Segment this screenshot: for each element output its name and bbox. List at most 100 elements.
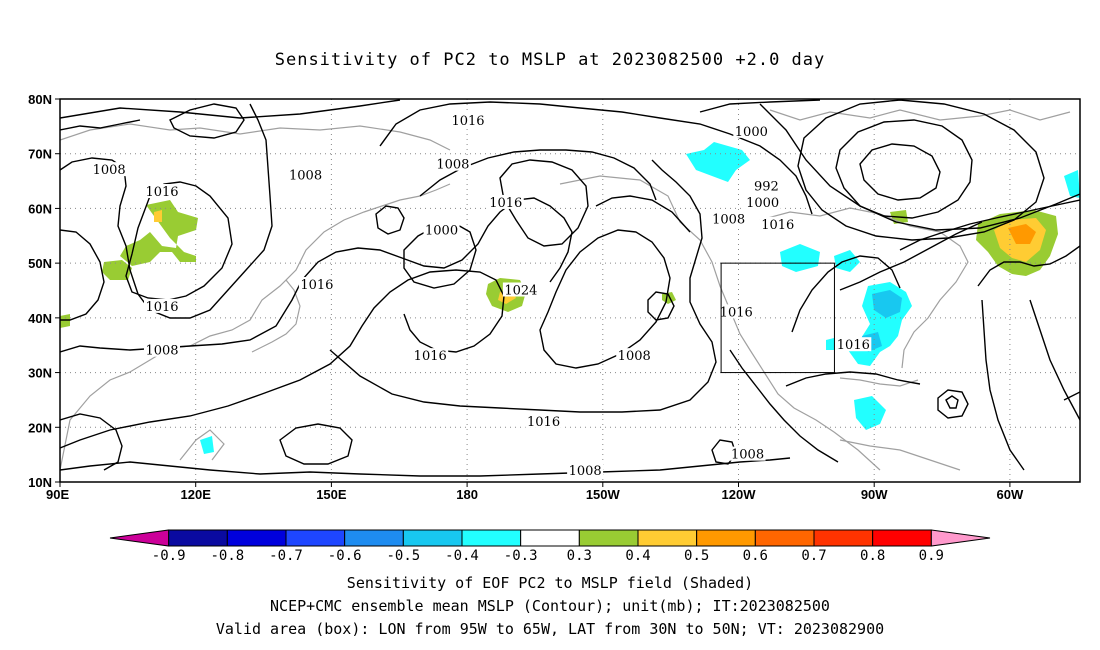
- lat-label: 70N: [28, 147, 52, 162]
- contour-label-bg: [616, 348, 653, 363]
- contour-1008-mexico: [729, 349, 839, 463]
- colorbar-swatch: [226, 529, 287, 547]
- longitude-labels: 90E 120E 150E 180 150W 120W 90W 60W: [46, 482, 1024, 502]
- contour-label-bg: [144, 298, 180, 313]
- contour-west-high: [60, 229, 105, 321]
- contour-low-992: [859, 143, 941, 201]
- contour-label: 1024: [504, 284, 537, 299]
- contour-1016-ne-2: [759, 103, 1080, 231]
- contour-1016-gulf: [595, 195, 691, 233]
- contour-1000: [499, 159, 589, 247]
- colorbar-label: -0.5: [386, 548, 420, 564]
- contour-label-bg: [502, 282, 539, 297]
- coastlines: [60, 109, 1071, 471]
- contour-1016-arctic: [169, 103, 245, 139]
- contour-atlantic: [977, 245, 1080, 287]
- colorbar-label: -0.7: [269, 548, 303, 564]
- negative-region: [826, 338, 834, 350]
- contour-east-2: [1029, 299, 1080, 421]
- colorbar-label: 0.9: [919, 548, 944, 564]
- lat-label: 50N: [28, 256, 52, 271]
- contour-1008-pacific-south: [60, 457, 791, 477]
- contour-label-bg: [412, 348, 449, 363]
- contour-label-bg: [733, 123, 770, 138]
- colorbar-swatch: [285, 529, 346, 547]
- contour-small-high: [375, 205, 405, 235]
- contour-label: 1016: [527, 415, 560, 430]
- contour-label: 1016: [837, 338, 870, 353]
- contour-label-bg: [567, 463, 604, 478]
- contour-1016-east: [839, 221, 983, 291]
- contour-1024: [539, 229, 671, 369]
- positive-region: [60, 314, 70, 328]
- positive-region: [120, 200, 198, 266]
- contour-east-vert: [981, 299, 1025, 471]
- lon-label: 150W: [586, 487, 621, 502]
- contour-1016-nw: [60, 119, 141, 131]
- lon-label: 180: [456, 487, 478, 502]
- colorbar-arrow-high: [930, 529, 991, 547]
- contour-label: 1016: [451, 114, 484, 129]
- lon-label: 60W: [997, 487, 1024, 502]
- contour-label-bg: [298, 277, 335, 292]
- contour-small-high-3: [937, 389, 969, 419]
- colorbar-label: 0.5: [684, 548, 709, 564]
- map-frame: [59, 98, 1081, 483]
- contour-label-bg: [525, 413, 562, 428]
- contour-label: 1008: [618, 349, 651, 364]
- colorbar-label: 0.8: [860, 548, 885, 564]
- colorbar-swatch: [696, 529, 756, 547]
- map-title: Sensitivity of PC2 to MSLP at 2023082500…: [274, 50, 826, 70]
- valid-area-box: [720, 262, 835, 374]
- contour-label-bg: [835, 337, 872, 352]
- contour-label-bg: [718, 304, 755, 319]
- colorbar-swatch: [754, 529, 815, 547]
- contour-label-bg: [287, 167, 324, 182]
- colorbar-swatch: [461, 529, 522, 547]
- lon-label: 90W: [861, 487, 888, 502]
- colorbar-label: -0.4: [445, 548, 479, 564]
- contour-1016-gulf-coast: [785, 371, 921, 387]
- contour-label-bg: [710, 211, 747, 226]
- caption-line-1: Sensitivity of EOF PC2 to MSLP field (Sh…: [346, 574, 754, 592]
- contour-label: 1008: [145, 344, 178, 359]
- negative-region: [780, 244, 820, 272]
- lon-label: 150E: [316, 487, 347, 502]
- contour-1008-mid: [60, 197, 573, 353]
- mslp-contours: [60, 99, 1080, 477]
- contour-1016-alaska: [379, 101, 813, 215]
- graticule: [60, 99, 1080, 482]
- lat-label: 30N: [28, 366, 52, 381]
- contour-label-bg: [759, 216, 796, 231]
- contour-small-high-2: [647, 291, 675, 321]
- contour-label-bg: [144, 184, 180, 199]
- contour-1016-pacific: [329, 159, 717, 413]
- positive-region: [102, 260, 132, 280]
- contour-label: 1016: [145, 300, 178, 315]
- lat-label: 20N: [28, 420, 52, 435]
- contour-label: 1008: [93, 163, 126, 178]
- colorbar-label: 0.7: [801, 548, 826, 564]
- colorbar-swatch: [872, 529, 932, 547]
- contour-label: 1008: [436, 158, 469, 173]
- colorbar-label: -0.3: [504, 548, 538, 564]
- lon-label: 120E: [181, 487, 212, 502]
- colorbar-label: -0.8: [210, 548, 244, 564]
- contour-label: 1008: [712, 212, 745, 227]
- contour-label-bg: [91, 162, 128, 177]
- lon-label: 90E: [46, 487, 69, 502]
- lat-label: 80N: [28, 92, 52, 107]
- contour-small-low-1: [279, 423, 353, 465]
- contour-label: 1008: [731, 448, 764, 463]
- lat-label: 40N: [28, 311, 52, 326]
- negative-region: [1064, 170, 1080, 198]
- colorbar-arrow-low: [109, 529, 170, 547]
- positive-core: [154, 210, 162, 222]
- lat-label: 10N: [28, 475, 52, 490]
- contour-label: 1008: [289, 169, 322, 184]
- caption-line-2: NCEP+CMC ensemble mean MSLP (Contour); u…: [270, 597, 830, 615]
- caption-line-3: Valid area (box): LON from 95W to 65W, L…: [215, 620, 885, 638]
- latitude-labels: 80N 70N 60N 50N 40N 30N 20N 10N: [28, 92, 60, 490]
- colorbar-label: -0.6: [328, 548, 362, 564]
